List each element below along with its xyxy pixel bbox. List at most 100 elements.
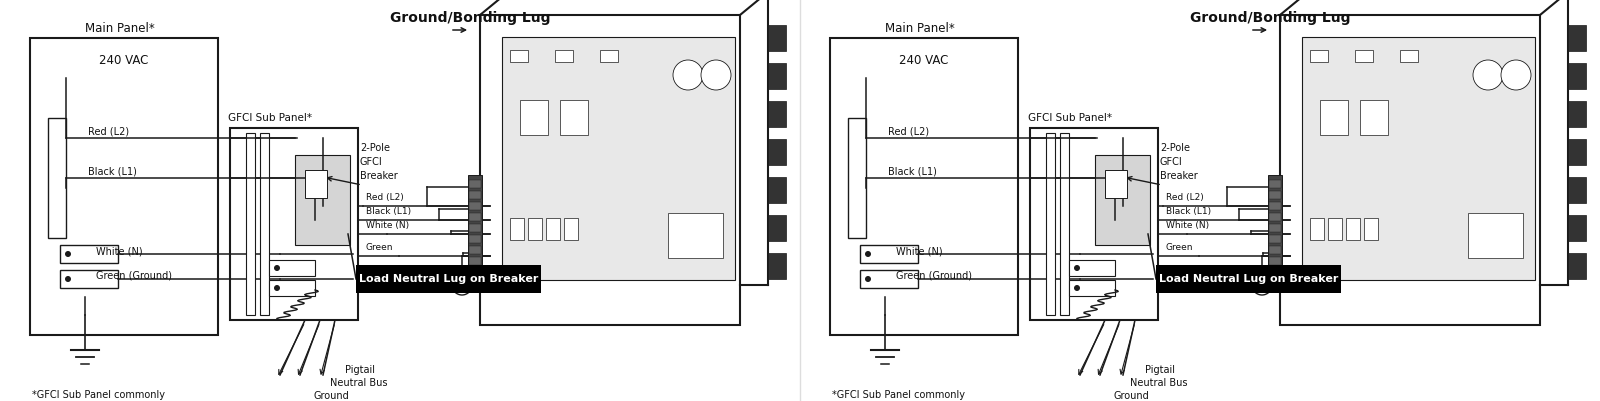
Bar [1360, 100, 1389, 135]
Bar [259, 133, 269, 315]
Text: Pigtail: Pigtail [1146, 365, 1174, 375]
Bar [861, 245, 918, 263]
Bar [469, 224, 482, 232]
Bar [269, 260, 315, 276]
Circle shape [1074, 285, 1080, 291]
Bar [1269, 202, 1282, 210]
Circle shape [453, 275, 472, 295]
Bar [469, 191, 482, 199]
Text: Ground: Ground [1114, 391, 1149, 401]
Text: Breaker: Breaker [1160, 171, 1198, 181]
Bar [502, 37, 734, 280]
Bar [1568, 25, 1586, 51]
Bar [768, 25, 786, 51]
Text: White (N): White (N) [96, 246, 142, 256]
Bar [1069, 260, 1115, 276]
Text: 240 VAC: 240 VAC [899, 53, 949, 67]
Bar [528, 218, 542, 240]
Bar [768, 63, 786, 89]
Text: Black (L1): Black (L1) [1166, 207, 1211, 216]
Text: GFCI: GFCI [360, 157, 382, 167]
Bar [1269, 191, 1282, 199]
Circle shape [674, 60, 702, 90]
Text: 2-Pole: 2-Pole [360, 143, 390, 153]
Bar [560, 100, 589, 135]
Bar [1328, 218, 1342, 240]
Bar [669, 213, 723, 258]
Bar [768, 101, 786, 127]
Circle shape [701, 60, 731, 90]
Text: Green: Green [1166, 243, 1194, 252]
Bar [1568, 101, 1586, 127]
Bar [469, 213, 482, 221]
Text: Green (Ground): Green (Ground) [896, 271, 973, 281]
Bar [510, 50, 528, 62]
Bar [546, 218, 560, 240]
Text: Neutral Bus: Neutral Bus [1130, 378, 1187, 388]
Bar [30, 38, 218, 335]
Bar [269, 280, 315, 296]
Bar [1346, 218, 1360, 240]
Bar [768, 177, 786, 203]
Bar [1269, 246, 1282, 254]
Text: Pigtail: Pigtail [346, 365, 374, 375]
Text: GFCI Sub Panel*: GFCI Sub Panel* [229, 113, 312, 123]
Text: Breaker: Breaker [360, 171, 398, 181]
Text: GFCI: GFCI [1160, 157, 1182, 167]
Text: Black (L1): Black (L1) [888, 167, 938, 177]
Circle shape [1074, 265, 1080, 271]
Text: 240 VAC: 240 VAC [99, 53, 149, 67]
Bar [768, 139, 786, 165]
Bar [1320, 100, 1347, 135]
Bar [1267, 175, 1282, 275]
Bar [555, 50, 573, 62]
Bar [1568, 177, 1586, 203]
Bar [768, 253, 786, 279]
Bar [848, 118, 866, 238]
Text: *GFCI Sub Panel commonly: *GFCI Sub Panel commonly [832, 390, 965, 400]
Bar [1568, 253, 1586, 279]
Bar [1280, 15, 1539, 325]
Bar [1030, 128, 1158, 320]
Text: *GFCI Sub Panel commonly: *GFCI Sub Panel commonly [32, 390, 165, 400]
Bar [469, 235, 482, 243]
Text: 2-Pole: 2-Pole [1160, 143, 1190, 153]
Bar [469, 202, 482, 210]
Bar [768, 215, 786, 241]
Bar [469, 246, 482, 254]
Circle shape [866, 251, 870, 257]
Bar [1363, 218, 1378, 240]
Bar [1106, 170, 1126, 198]
Bar [1568, 63, 1586, 89]
Bar [600, 50, 618, 62]
Bar [1059, 133, 1069, 315]
Bar [1568, 215, 1586, 241]
Circle shape [1501, 60, 1531, 90]
Bar [230, 128, 358, 320]
Bar [1269, 213, 1282, 221]
Bar [480, 15, 739, 325]
Text: Green (Ground): Green (Ground) [96, 271, 173, 281]
Bar [1269, 235, 1282, 243]
Bar [1302, 37, 1534, 280]
Text: Black (L1): Black (L1) [366, 207, 411, 216]
Text: GFCI Sub Panel*: GFCI Sub Panel* [1027, 113, 1112, 123]
Text: Ground/Bonding Lug: Ground/Bonding Lug [1190, 11, 1350, 25]
Circle shape [274, 265, 280, 271]
Bar [830, 38, 1018, 335]
Bar [563, 218, 578, 240]
Text: Red (L2): Red (L2) [88, 127, 130, 137]
Text: Main Panel*: Main Panel* [885, 22, 955, 34]
Text: Red (L2): Red (L2) [366, 193, 403, 202]
Bar [1355, 50, 1373, 62]
Bar [355, 265, 541, 293]
Text: Ground/Bonding Lug: Ground/Bonding Lug [390, 11, 550, 25]
Circle shape [458, 280, 467, 290]
Bar [48, 118, 66, 238]
Bar [861, 270, 918, 288]
Circle shape [66, 251, 70, 257]
Bar [294, 155, 350, 245]
Bar [1269, 224, 1282, 232]
Text: Main Panel*: Main Panel* [85, 22, 155, 34]
Text: Load Neutral Lug on Breaker: Load Neutral Lug on Breaker [1158, 274, 1338, 284]
